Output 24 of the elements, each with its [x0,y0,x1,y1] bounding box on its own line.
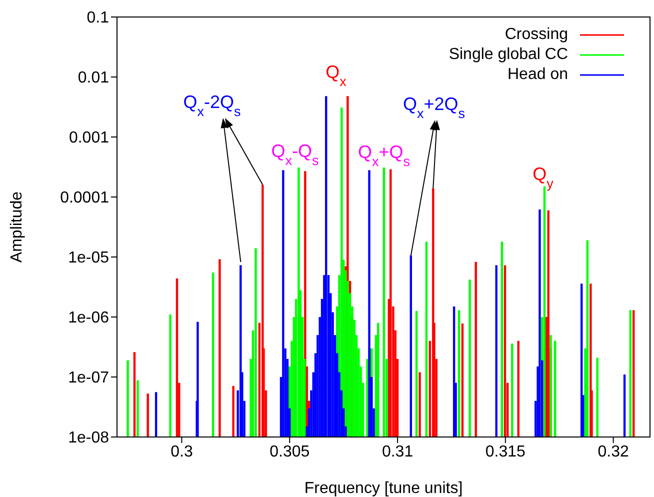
annotation: Q$_{x}$-2Q$_{s}$ [183,92,242,118]
annotation: Q$_{x}$+Q$_{s}$ [358,142,410,168]
y-tick-label: 0.001 [68,130,110,147]
x-tick-label: 0.32 [598,443,629,460]
y-tick-label: 0.01 [78,70,110,87]
annotation: Q$_{x}$+2Q$_{s}$ [402,94,466,120]
y-tick-label: 1e-07 [68,370,110,387]
y-tick-label: 1e-06 [68,310,110,327]
y-tick-label: 0.0001 [60,190,110,207]
x-axis-title: Frequency [tune units] [304,480,463,497]
y-tick-label: 1e-08 [68,430,110,447]
x-tick-label: 0.315 [485,443,526,460]
legend-label: Head on [508,65,568,85]
annotation: Q$_{x}$-Q$_{s}$ [271,141,320,168]
y-tick-label: 1e-05 [68,250,110,267]
y-tick-label: 0.1 [86,10,110,27]
annotation: Q$_{x}$ [326,62,347,88]
legend-label: Single global CC [448,45,568,65]
x-tick-label: 0.305 [270,443,310,460]
y-axis-title: Amplitude [8,191,26,263]
x-tick-label: 0.31 [382,443,414,460]
x-tick-label: 0.3 [170,443,193,460]
annotation: Q$_{y}$ [532,164,554,190]
legend-label: Crossing [504,25,568,45]
